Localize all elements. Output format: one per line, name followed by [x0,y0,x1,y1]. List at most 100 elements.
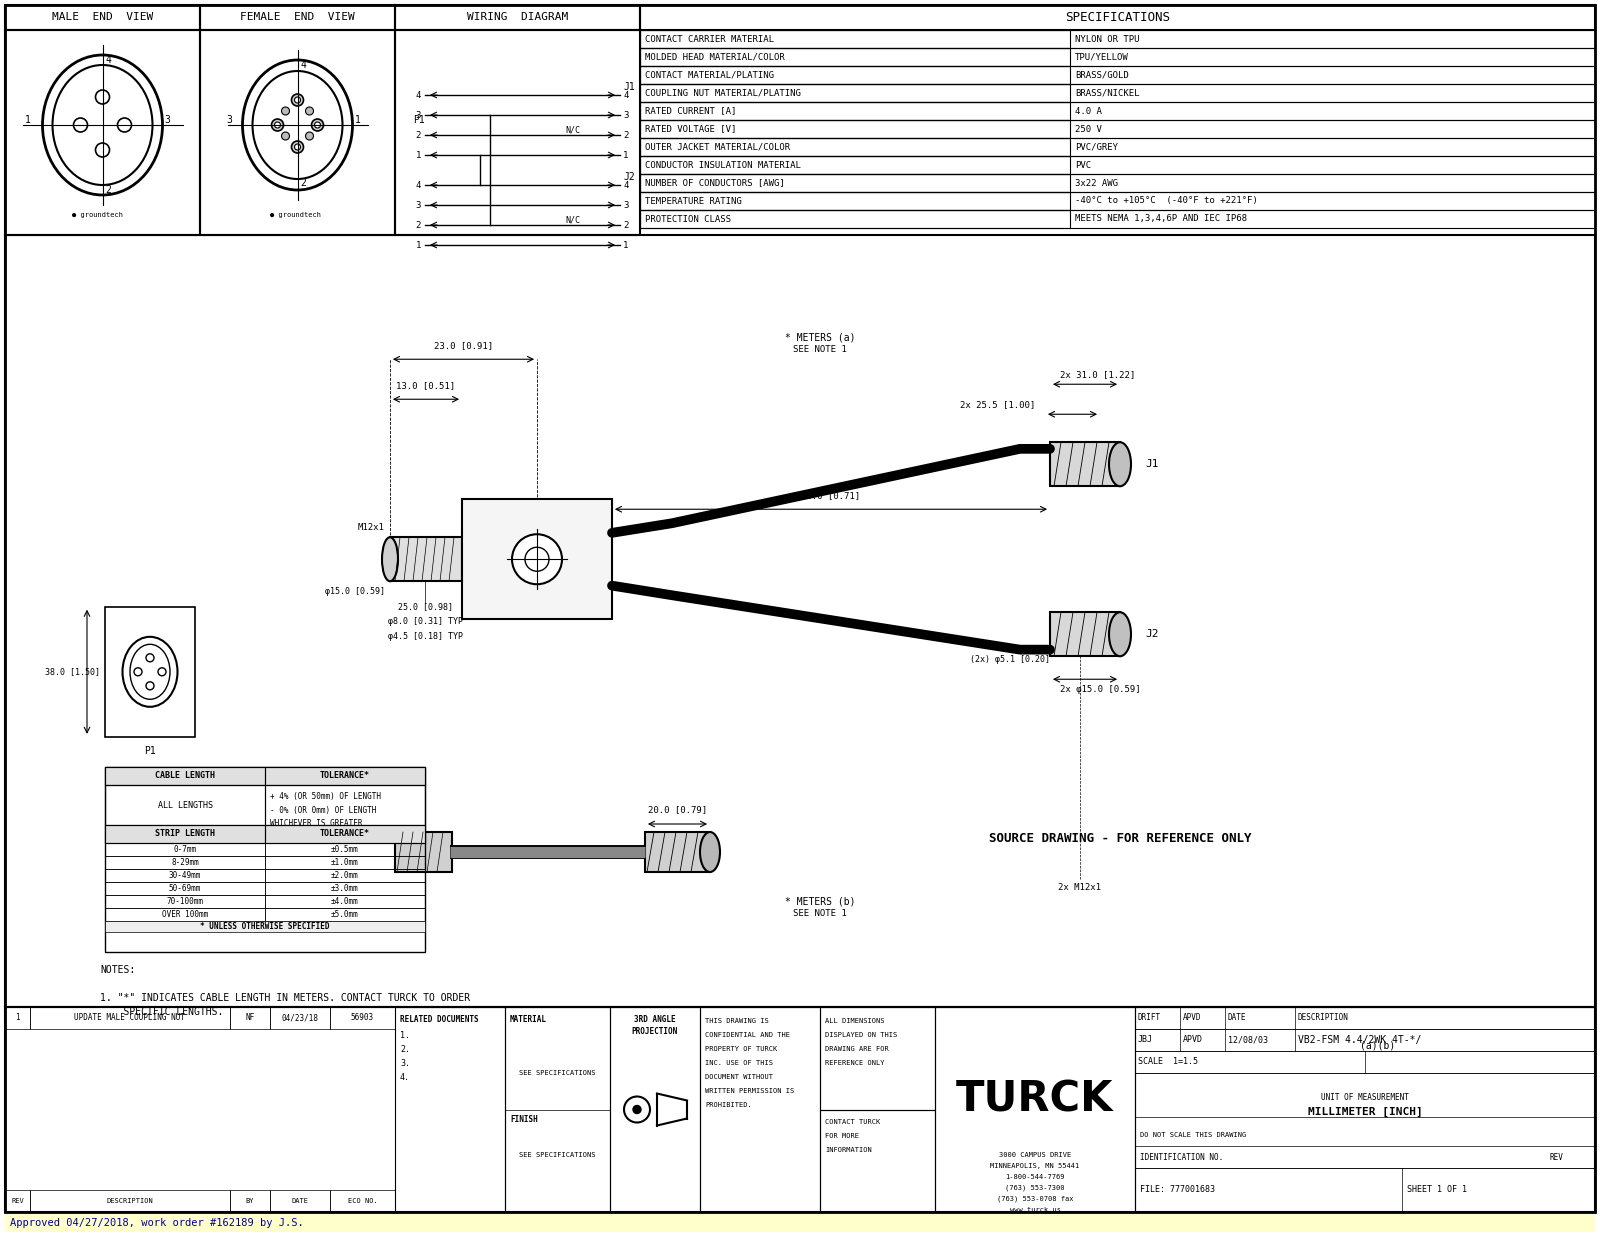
Bar [270,1190,330,1212]
Bar [106,767,426,952]
Bar [395,833,453,872]
Text: 2: 2 [416,130,421,140]
Circle shape [306,132,314,140]
Text: SPECIFIC LENGTHS.: SPECIFIC LENGTHS. [99,1007,224,1017]
Text: 2: 2 [106,186,112,195]
Text: TOLERANCE*: TOLERANCE* [320,830,370,839]
Text: SEE NOTE 1: SEE NOTE 1 [794,345,846,354]
Text: ● groundtech: ● groundtech [72,212,123,218]
Text: 56903: 56903 [350,1013,374,1023]
Text: OUTER JACKET MATERIAL/COLOR: OUTER JACKET MATERIAL/COLOR [645,142,790,151]
Text: 3: 3 [227,115,232,125]
Text: J1: J1 [1146,459,1158,469]
Bar [1134,1051,1595,1072]
Text: 4: 4 [622,90,629,99]
Ellipse shape [382,537,398,581]
Circle shape [275,122,280,127]
Text: J1: J1 [622,82,635,92]
Bar [266,896,426,908]
Text: SEE SPECIFICATIONS: SEE SPECIFICATIONS [520,1152,595,1158]
Text: VB2-FSM 4.4/2WK 4T-*/: VB2-FSM 4.4/2WK 4T-*/ [1298,1035,1421,1045]
Text: FINISH: FINISH [510,1115,538,1124]
Circle shape [117,118,131,132]
Bar [266,870,426,882]
Text: ±2.0mm: ±2.0mm [331,871,358,880]
Bar [266,785,426,825]
Text: φ4.5 [0.18] TYP: φ4.5 [0.18] TYP [387,632,462,641]
Bar [106,870,266,882]
Text: TURCK: TURCK [957,1079,1114,1121]
Text: CONTACT CARRIER MATERIAL: CONTACT CARRIER MATERIAL [645,35,774,43]
Bar [5,235,1595,1007]
Text: φ15.0 [0.59]: φ15.0 [0.59] [325,586,386,596]
Text: DO NOT SCALE THIS DRAWING: DO NOT SCALE THIS DRAWING [1139,1132,1246,1138]
Text: Approved 04/27/2018, work order #162189 by J.S.: Approved 04/27/2018, work order #162189 … [10,1218,304,1228]
Bar [506,1007,610,1212]
Circle shape [146,654,154,662]
Bar [106,896,266,908]
Text: 8-29mm: 8-29mm [171,858,198,867]
Text: PROJECTION: PROJECTION [632,1027,678,1035]
Bar [5,30,200,235]
Bar [640,156,1595,174]
Bar [106,882,266,896]
Bar [640,84,1070,101]
Bar [819,1007,934,1110]
Bar [640,48,1070,66]
Circle shape [74,118,88,132]
Text: ±0.5mm: ±0.5mm [331,845,358,854]
Text: UNIT OF MEASUREMENT: UNIT OF MEASUREMENT [1322,1092,1410,1102]
Bar [106,825,266,842]
Text: 4: 4 [416,181,421,189]
Bar [1134,1168,1595,1212]
Bar [330,1007,395,1029]
Bar [1134,1029,1595,1051]
Text: 3: 3 [622,110,629,120]
Text: SHEET 1 OF 1: SHEET 1 OF 1 [1406,1185,1467,1195]
Text: FILE: 777001683: FILE: 777001683 [1139,1185,1214,1195]
Text: 4: 4 [622,181,629,189]
Circle shape [158,668,166,675]
Text: ±5.0mm: ±5.0mm [331,910,358,919]
Text: * METERS (b): * METERS (b) [784,897,856,907]
Text: - 0% (OR 0mm) OF LENGTH: - 0% (OR 0mm) OF LENGTH [270,805,376,814]
Circle shape [291,94,304,106]
Text: THIS DRAWING IS: THIS DRAWING IS [706,1018,768,1024]
Ellipse shape [43,54,163,195]
Bar [266,767,426,785]
Ellipse shape [243,61,352,190]
Bar [106,767,426,785]
Bar [640,30,1070,48]
Bar [640,192,1595,210]
Text: 20.0 [0.79]: 20.0 [0.79] [648,805,707,814]
Circle shape [306,106,314,115]
Text: DESCRIPTION: DESCRIPTION [1298,1013,1349,1023]
Text: 1: 1 [355,115,360,125]
Text: PVC/GREY: PVC/GREY [1075,142,1118,151]
Text: PVC: PVC [1075,161,1091,169]
Text: APVD: APVD [1182,1035,1203,1044]
Text: ±3.0mm: ±3.0mm [331,884,358,893]
Text: DOCUMENT WITHOUT: DOCUMENT WITHOUT [706,1074,773,1080]
Text: SEE SPECIFICATIONS: SEE SPECIFICATIONS [520,1070,595,1076]
Bar [5,1190,30,1212]
Text: ±4.0mm: ±4.0mm [331,897,358,905]
Text: 1: 1 [416,151,421,160]
Text: CONDUCTOR INSULATION MATERIAL: CONDUCTOR INSULATION MATERIAL [645,161,802,169]
Bar [106,922,426,931]
Text: M12x1: M12x1 [358,523,386,532]
Bar [640,139,1070,156]
Bar [230,1007,270,1029]
Text: J2: J2 [1146,630,1158,640]
Bar [5,1007,30,1029]
Bar [106,908,266,922]
Bar [610,1007,701,1212]
Bar [30,1007,230,1029]
Bar [1134,1007,1595,1029]
Text: ECO NO.: ECO NO. [347,1197,378,1204]
Text: REV: REV [1550,1153,1563,1162]
Text: SOURCE DRAWING - FOR REFERENCE ONLY: SOURCE DRAWING - FOR REFERENCE ONLY [989,833,1251,846]
Bar [270,1007,330,1029]
Text: 2.: 2. [400,1044,410,1054]
Text: N/C: N/C [565,215,579,224]
